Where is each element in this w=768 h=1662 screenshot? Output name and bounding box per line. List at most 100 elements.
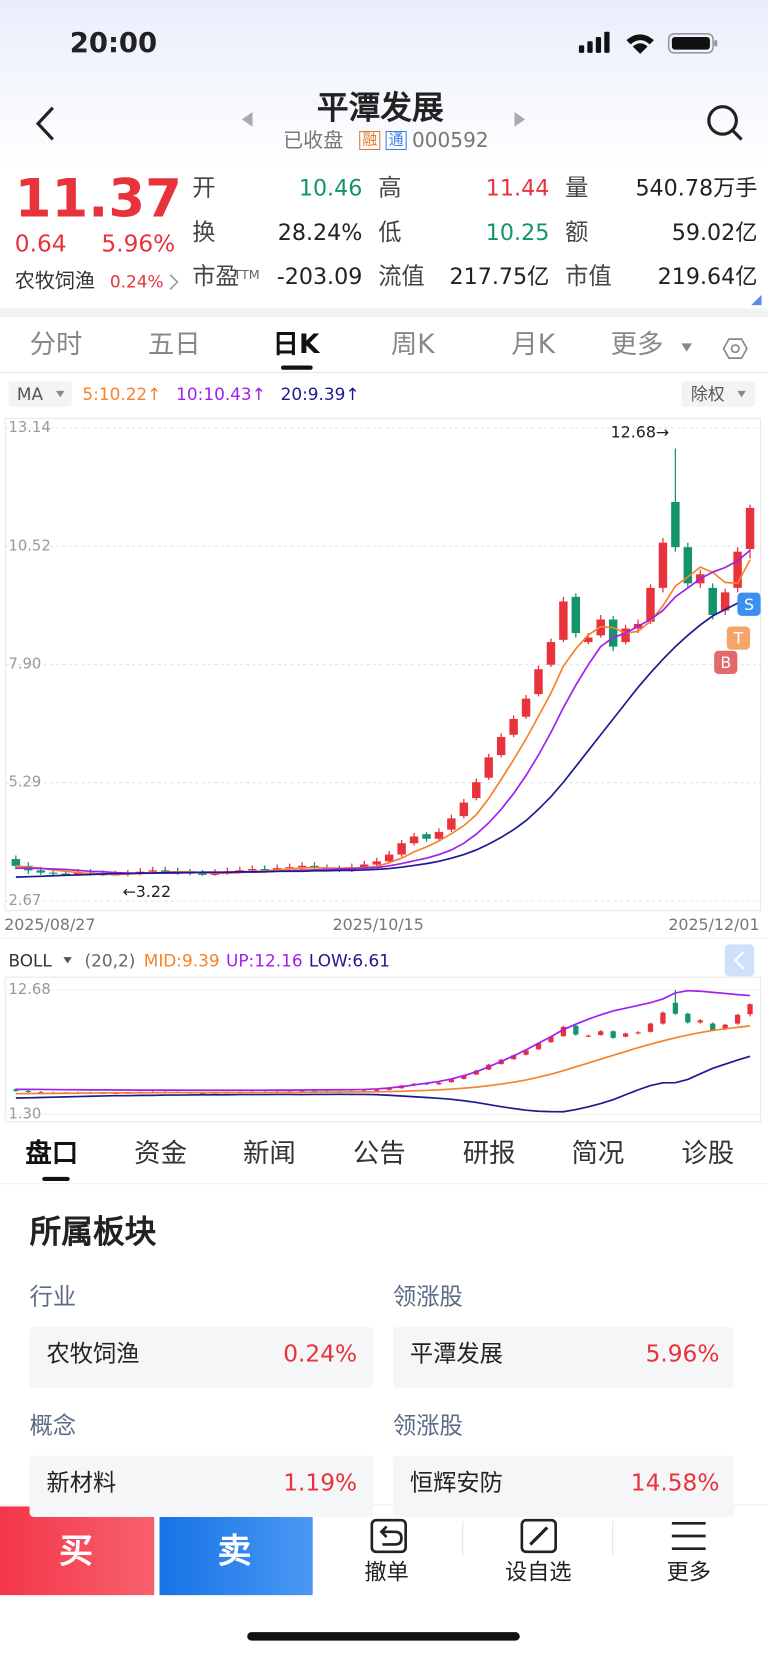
watchlist-label[interactable]: 设自选: [504, 1559, 572, 1585]
leader-name[interactable]: 恒辉安防: [409, 1470, 503, 1497]
y-tick-label: 7.90: [8, 656, 41, 673]
candle-body: [745, 507, 755, 549]
legend-entry: 10:10.43↑: [176, 384, 266, 404]
field-label: 开: [192, 175, 216, 202]
candle-body: [521, 698, 531, 717]
legend-entry: 20:9.39↑: [281, 384, 360, 404]
candle-body: [484, 757, 493, 778]
x-tick-label: 2025/10/15: [333, 915, 424, 934]
candle-body: [610, 1031, 616, 1038]
info-tab[interactable]: 公告: [352, 1137, 406, 1169]
period-tab[interactable]: 五日: [147, 328, 201, 360]
more-label[interactable]: 更多: [666, 1559, 711, 1585]
sector-pct: 0.24%: [109, 271, 164, 292]
candle-body: [248, 869, 257, 871]
dropdown-caret: [63, 957, 72, 964]
sell-label[interactable]: 卖: [217, 1530, 252, 1571]
tab-underline: [281, 365, 313, 370]
dropdown-caret: [55, 390, 65, 398]
field-label: 市值: [565, 264, 612, 291]
candle-body: [25, 1090, 31, 1093]
stock-name: 平潭发展: [316, 89, 444, 127]
candle-body: [647, 1023, 654, 1032]
info-tab[interactable]: 研报: [462, 1137, 516, 1169]
corner-mark: [751, 294, 762, 306]
field-value: 540.78万手: [635, 175, 758, 201]
adjust-label: 除权: [691, 384, 725, 404]
period-tab[interactable]: 月K: [511, 328, 556, 360]
candle-body: [397, 843, 406, 855]
field-value: 219.64亿: [657, 264, 758, 290]
sector-cell[interactable]: [392, 1326, 735, 1389]
candle-body: [386, 1088, 392, 1090]
candle-body: [372, 861, 381, 865]
candle-body: [708, 587, 717, 615]
candle-body: [11, 859, 21, 866]
sector-cell[interactable]: [29, 1326, 373, 1389]
candle-body: [510, 1055, 517, 1060]
info-tab[interactable]: 诊股: [681, 1137, 735, 1169]
back-button[interactable]: [32, 104, 64, 146]
period-tab[interactable]: 周K: [390, 328, 435, 360]
legend-entry: UP:12.16: [226, 950, 303, 970]
y-tick-label: 1.30: [8, 1106, 41, 1123]
margin-tag: 融: [359, 130, 381, 151]
info-tab[interactable]: 资金: [134, 1137, 187, 1169]
sector-name[interactable]: 新材料: [46, 1470, 117, 1497]
leader-pct: 14.58%: [630, 1470, 720, 1497]
candle-body: [722, 1024, 728, 1030]
candle-body: [710, 1023, 716, 1031]
field-label: 换: [192, 219, 216, 247]
candle-body: [447, 818, 456, 830]
dropdown-caret: [737, 390, 746, 398]
indicator-select[interactable]: [8, 381, 72, 407]
trade-marker[interactable]: [726, 626, 751, 650]
candle-body: [73, 872, 83, 875]
candle-body: [148, 870, 157, 872]
buy-button[interactable]: [0, 1506, 155, 1596]
trade-marker[interactable]: [737, 592, 761, 616]
field-value: 28.24%: [277, 219, 363, 246]
period-tab[interactable]: 分时: [29, 328, 83, 360]
plot-frame: [4, 976, 762, 1123]
candle-body: [585, 1035, 591, 1037]
sector-name[interactable]: 农牧饲渔: [46, 1341, 140, 1369]
candle-body: [360, 864, 369, 868]
period-tab[interactable]: 更多: [610, 328, 664, 360]
info-tab[interactable]: 简况: [571, 1137, 625, 1169]
field-value: 10.46: [298, 175, 363, 201]
info-tab[interactable]: 盘口: [25, 1137, 79, 1169]
sector-name[interactable]: 农牧饲渔: [14, 269, 96, 293]
sector-pct: 1.19%: [283, 1470, 358, 1497]
search-button[interactable]: [704, 101, 746, 143]
sector-cell[interactable]: [29, 1455, 373, 1517]
candle-body: [13, 1089, 19, 1091]
trade-marker[interactable]: [714, 650, 738, 674]
indicator-name: MA: [17, 384, 44, 404]
cancel-label[interactable]: 撤单: [364, 1559, 409, 1585]
trade-marker-label: T: [733, 629, 744, 648]
info-tab[interactable]: 新闻: [242, 1137, 296, 1169]
indicator-name: BOLL: [8, 950, 52, 970]
sector-cell[interactable]: [392, 1455, 735, 1517]
trade-marker-label: S: [744, 595, 754, 614]
x-tick-label: 2025/12/01: [668, 915, 759, 934]
candle-body: [48, 872, 58, 874]
buy-label[interactable]: 买: [59, 1530, 93, 1571]
field-label: 低: [378, 219, 402, 247]
leader-pct: 5.96%: [645, 1341, 720, 1369]
adjust-select[interactable]: [681, 381, 756, 407]
sell-button[interactable]: [159, 1506, 313, 1596]
candle-body: [720, 592, 730, 611]
candle-body: [660, 1012, 666, 1024]
stock-code: 000592: [411, 128, 489, 153]
candle-body: [646, 587, 655, 622]
pe-suffix: TTM: [233, 267, 260, 283]
period-tab[interactable]: 日K: [272, 328, 320, 360]
indicator-line: [15, 549, 751, 874]
legend-entry: MID:9.39: [144, 950, 220, 970]
collapse-button[interactable]: [724, 944, 755, 977]
leader-name[interactable]: 平潭发展: [409, 1341, 503, 1369]
candle-body: [272, 868, 282, 870]
